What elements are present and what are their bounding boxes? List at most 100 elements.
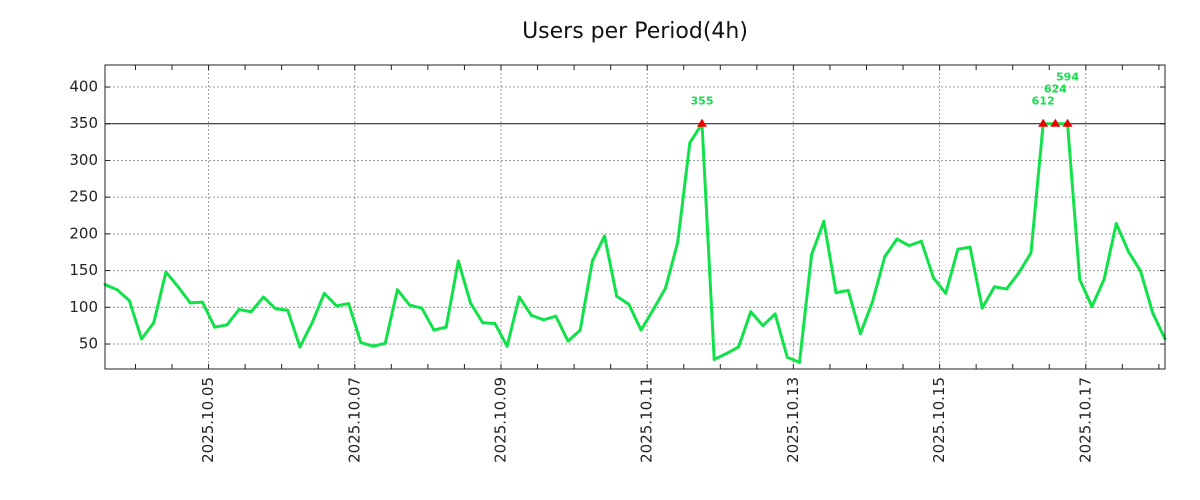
data-point <box>176 285 180 289</box>
data-point <box>749 310 753 314</box>
data-point <box>1151 311 1155 315</box>
data-point <box>761 324 765 328</box>
peak-label: 594 <box>1056 71 1079 84</box>
data-point <box>359 341 363 345</box>
data-point <box>810 252 814 256</box>
data-point <box>505 344 509 348</box>
data-point <box>992 285 996 289</box>
x-tick-label: 2025.10.15 <box>930 377 948 463</box>
data-point <box>1005 287 1009 291</box>
y-tick-label: 300 <box>69 151 98 169</box>
y-tick-label: 200 <box>69 224 98 242</box>
data-point <box>432 328 436 332</box>
data-point <box>1017 271 1021 275</box>
data-point <box>919 239 923 243</box>
data-point <box>688 141 692 145</box>
data-point <box>956 247 960 251</box>
data-point <box>542 318 546 322</box>
data-point <box>420 306 424 310</box>
data-point <box>164 270 168 274</box>
data-point <box>261 295 265 299</box>
y-tick-label: 50 <box>79 335 98 353</box>
data-point <box>481 321 485 325</box>
data-point <box>883 255 887 259</box>
x-tick-label: 2025.10.11 <box>638 377 656 463</box>
data-point <box>286 308 290 312</box>
peak-label: 624 <box>1044 83 1067 96</box>
peak-marker <box>1062 118 1073 127</box>
data-point <box>822 219 826 223</box>
data-point <box>188 301 192 305</box>
peak-marker <box>1050 118 1061 127</box>
y-tick-label: 400 <box>69 78 98 96</box>
data-point <box>529 313 533 317</box>
data-point <box>395 288 399 292</box>
data-point <box>444 325 448 329</box>
data-point <box>1139 269 1143 273</box>
data-point <box>846 288 850 292</box>
data-point <box>469 301 473 305</box>
peak-marker <box>697 118 708 127</box>
data-point <box>213 325 217 329</box>
users-series-line <box>104 122 1167 364</box>
data-point <box>566 339 570 343</box>
data-point <box>1078 277 1082 281</box>
data-point <box>615 294 619 298</box>
data-point <box>493 321 497 325</box>
chart-title: Users per Period(4h) <box>522 19 748 44</box>
data-point <box>456 259 460 263</box>
data-point <box>627 302 631 306</box>
data-point <box>1114 222 1118 226</box>
data-point <box>858 332 862 336</box>
data-point <box>968 245 972 249</box>
data-point <box>517 295 521 299</box>
plot-frame <box>104 64 1166 370</box>
data-point <box>712 357 716 361</box>
data-point <box>237 308 241 312</box>
data-point <box>834 291 838 295</box>
data-point <box>322 291 326 295</box>
data-point <box>724 352 728 356</box>
data-point <box>383 341 387 345</box>
data-point <box>127 299 131 303</box>
data-point <box>274 307 278 311</box>
data-point <box>907 244 911 248</box>
data-point <box>603 234 607 238</box>
data-point <box>334 304 338 308</box>
data-point <box>115 288 119 292</box>
data-point <box>871 299 875 303</box>
data-point <box>140 337 144 341</box>
data-point <box>371 344 375 348</box>
x-tick-label: 2025.10.05 <box>199 377 217 463</box>
data-point <box>785 355 789 359</box>
data-point <box>797 360 801 364</box>
data-point <box>200 300 204 304</box>
x-tick-label: 2025.10.09 <box>491 377 509 463</box>
data-point <box>249 310 253 314</box>
data-point <box>152 321 156 325</box>
data-point <box>310 321 314 325</box>
data-point <box>1090 305 1094 309</box>
peak-label: 612 <box>1032 95 1055 108</box>
data-point <box>944 291 948 295</box>
data-point <box>347 302 351 306</box>
x-tick-label: 2025.10.17 <box>1076 377 1094 463</box>
data-point <box>298 345 302 349</box>
data-point <box>225 323 229 327</box>
y-tick-label: 250 <box>69 188 98 206</box>
data-point <box>639 328 643 332</box>
data-point <box>578 328 582 332</box>
y-tick-label: 150 <box>69 261 98 279</box>
data-point <box>651 308 655 312</box>
data-point <box>1029 251 1033 255</box>
data-point <box>932 276 936 280</box>
y-tick-label: 100 <box>69 298 98 316</box>
peak-marker <box>1038 118 1049 127</box>
data-point <box>590 259 594 263</box>
x-tick-label: 2025.10.13 <box>784 377 802 463</box>
data-point <box>663 286 667 290</box>
data-point <box>895 237 899 241</box>
peak-label: 355 <box>691 95 714 108</box>
data-point <box>980 306 984 310</box>
data-point <box>676 241 680 245</box>
